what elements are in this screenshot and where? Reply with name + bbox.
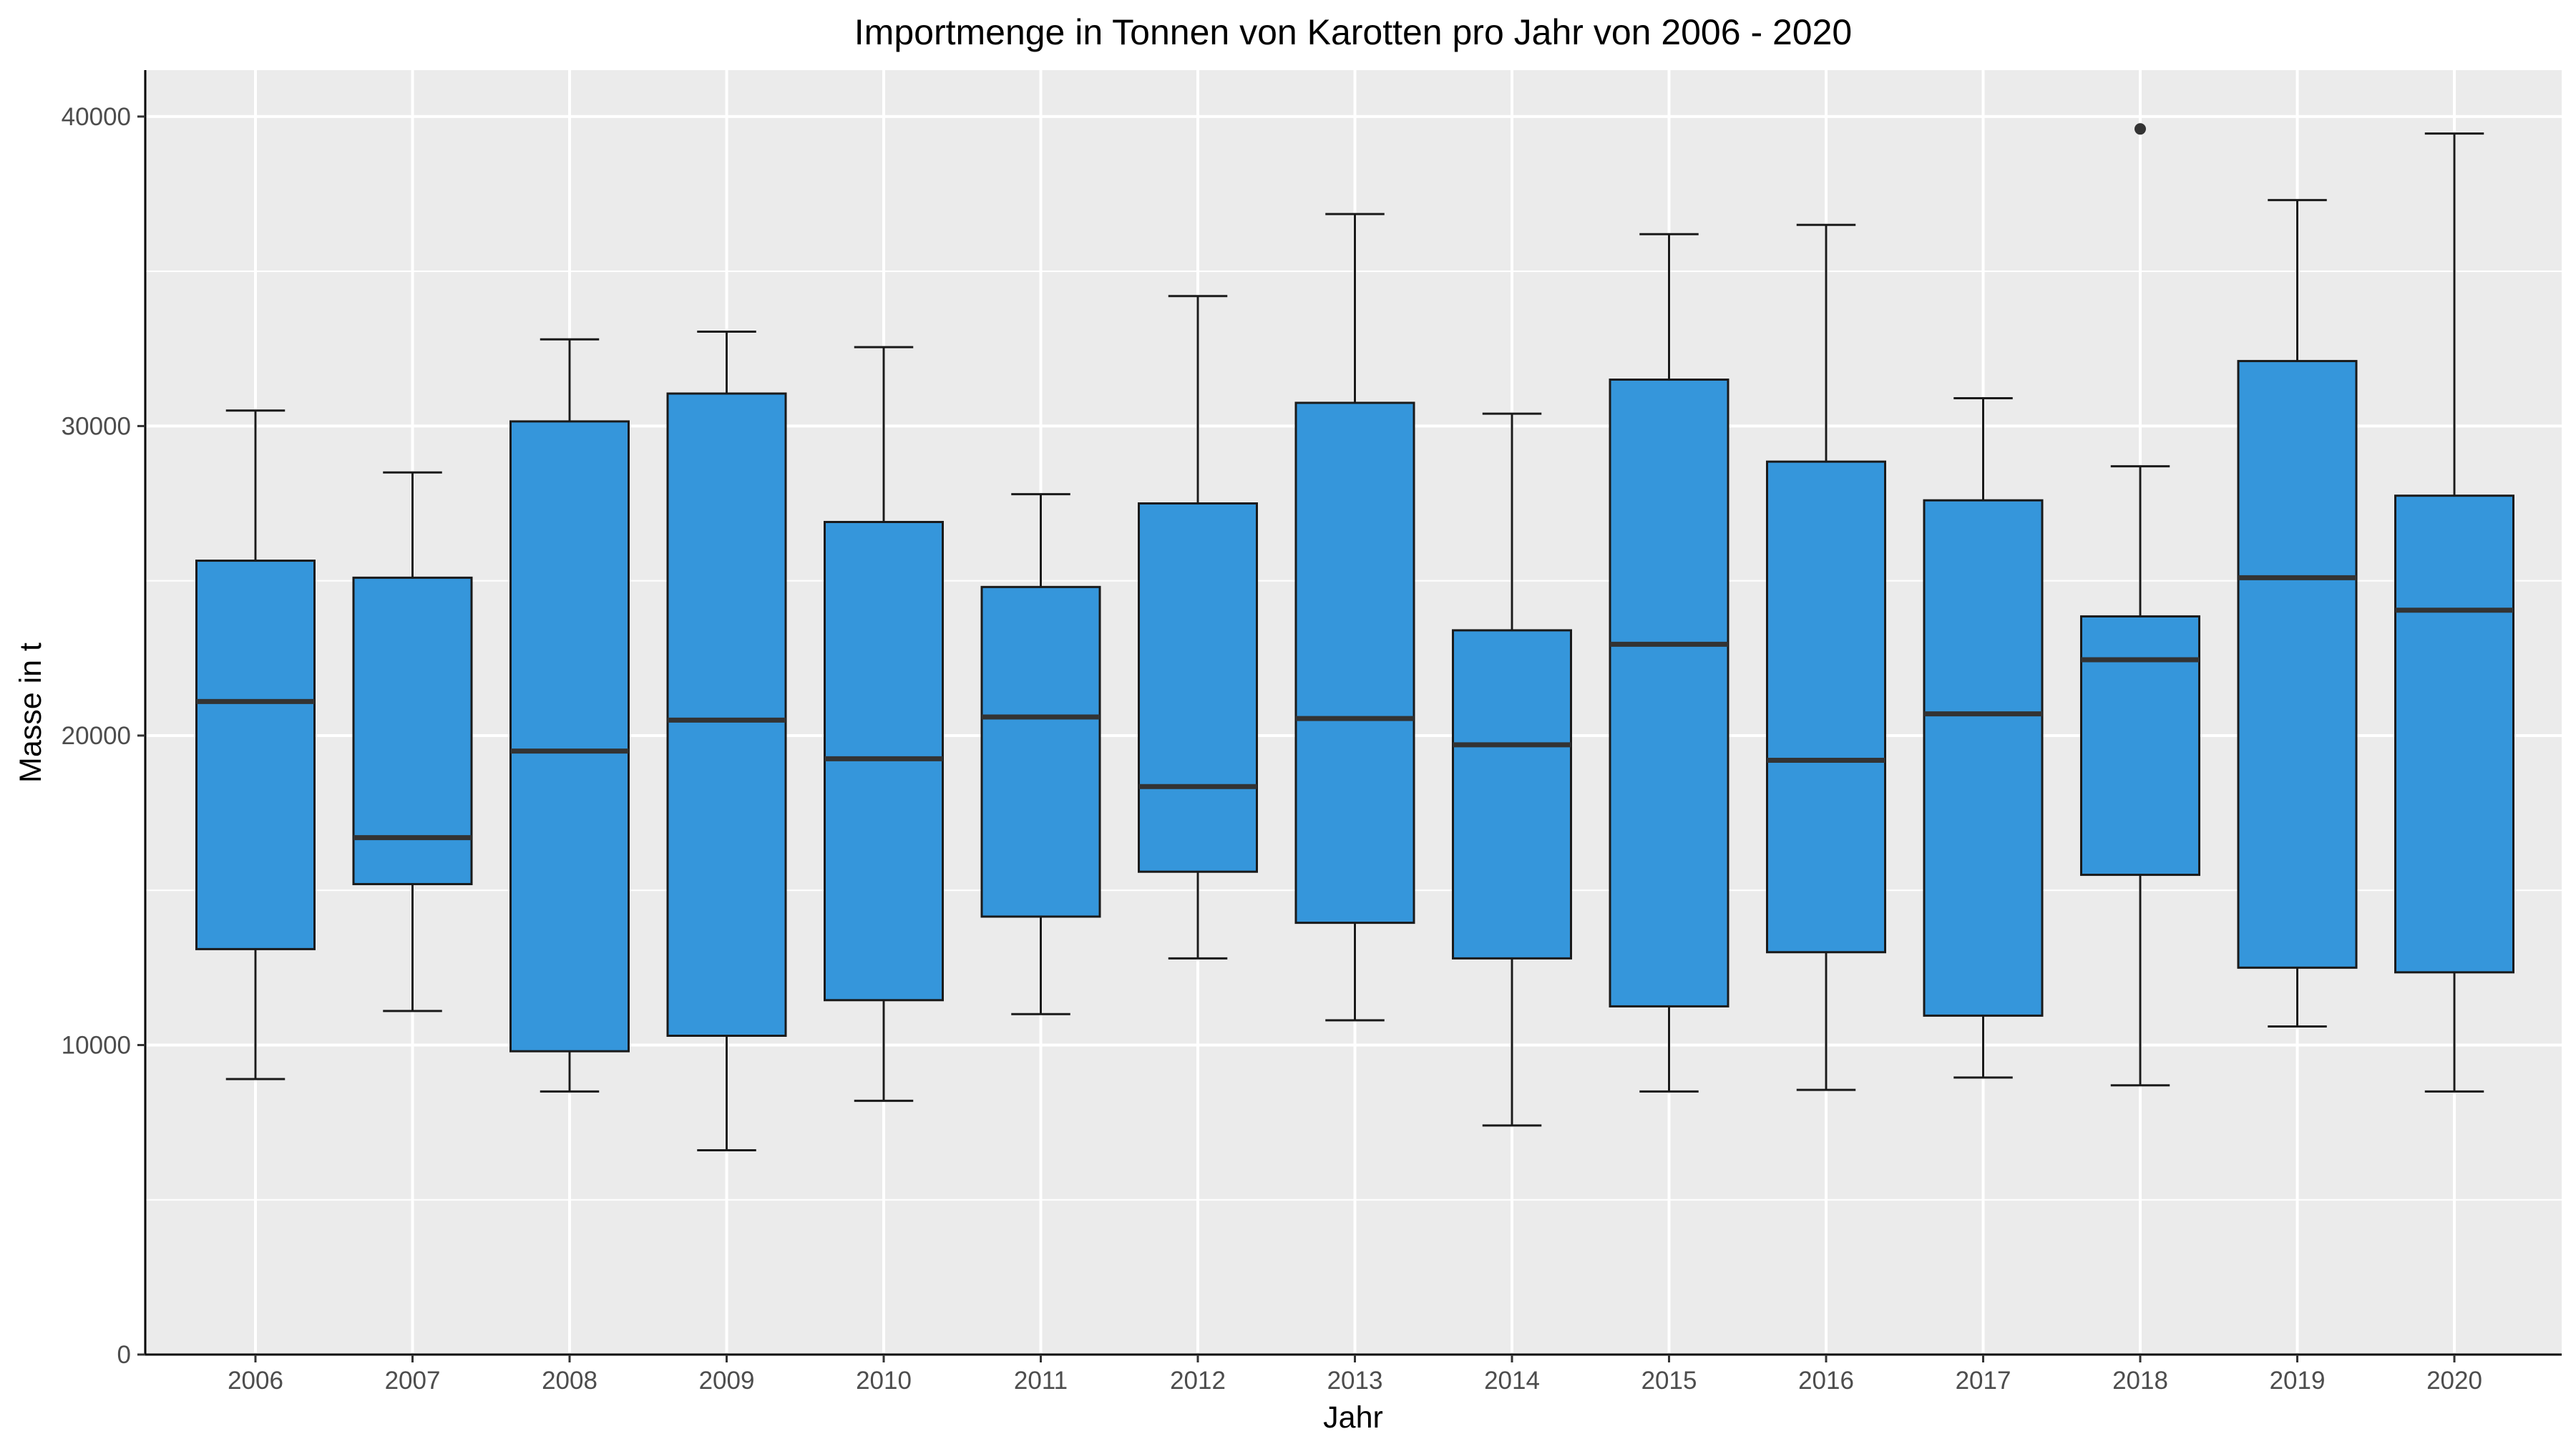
y-axis-ticks: 0 10000 20000 30000 40000 [62, 103, 145, 1369]
box-iqr [1923, 499, 2044, 1017]
y-tick-label: 30000 [62, 412, 131, 440]
box-iqr [509, 420, 630, 1053]
box-2013 [1294, 213, 1415, 1022]
outlier-point [2135, 123, 2146, 135]
x-tick-label: 2019 [2270, 1367, 2326, 1395]
box-2020 [2394, 132, 2514, 1093]
x-tick-label: 2010 [856, 1367, 912, 1395]
box-series [195, 123, 2514, 1152]
box-iqr [1294, 401, 1415, 924]
x-tick-label: 2012 [1170, 1367, 1226, 1395]
x-tick-label: 2020 [2426, 1367, 2482, 1395]
x-tick-label: 2009 [699, 1367, 755, 1395]
x-tick-label: 2011 [1014, 1367, 1068, 1395]
x-tick-label: 2018 [2112, 1367, 2168, 1395]
chart-title: Importmenge in Tonnen von Karotten pro J… [854, 12, 1852, 52]
box-2017 [1923, 396, 2044, 1079]
box-iqr [666, 392, 787, 1037]
box-iqr [352, 576, 473, 886]
box-2011 [980, 493, 1101, 1015]
box-2008 [509, 338, 630, 1093]
box-2012 [1138, 295, 1258, 960]
x-tick-label: 2006 [228, 1367, 283, 1395]
x-axis-title: Jahr [1323, 1400, 1383, 1435]
box-iqr [1138, 502, 1258, 873]
y-axis-title: Masse in t [14, 643, 48, 783]
box-iqr [1766, 460, 1886, 954]
y-tick-label: 40000 [62, 103, 131, 131]
y-tick-label: 20000 [62, 722, 131, 750]
box-2007 [352, 471, 473, 1013]
x-tick-label: 2013 [1327, 1367, 1383, 1395]
box-2014 [1452, 412, 1572, 1127]
box-2009 [666, 330, 787, 1152]
y-tick-label: 10000 [62, 1031, 131, 1059]
box-iqr [2394, 494, 2514, 974]
x-tick-label: 2014 [1484, 1367, 1540, 1395]
box-2018 [2080, 123, 2200, 1087]
x-axis-ticks: 2006 2007 2008 2009 2010 2011 2012 2013 2014 2015… [228, 1355, 2482, 1395]
y-tick-label: 0 [117, 1341, 131, 1369]
box-iqr [2237, 360, 2358, 969]
x-tick-label: 2015 [1641, 1367, 1697, 1395]
x-tick-label: 2016 [1798, 1367, 1854, 1395]
box-iqr [2080, 615, 2200, 877]
box-2016 [1766, 223, 1886, 1091]
box-iqr [980, 585, 1101, 918]
x-tick-label: 2008 [542, 1367, 597, 1395]
box-iqr [1609, 379, 1729, 1008]
box-2015 [1609, 233, 1729, 1093]
box-2006 [195, 409, 316, 1080]
box-iqr [195, 560, 316, 950]
x-tick-label: 2007 [385, 1367, 441, 1395]
box-iqr [1452, 629, 1572, 960]
x-tick-label: 2017 [1956, 1367, 2011, 1395]
box-2010 [824, 346, 944, 1102]
box-2019 [2237, 199, 2358, 1028]
